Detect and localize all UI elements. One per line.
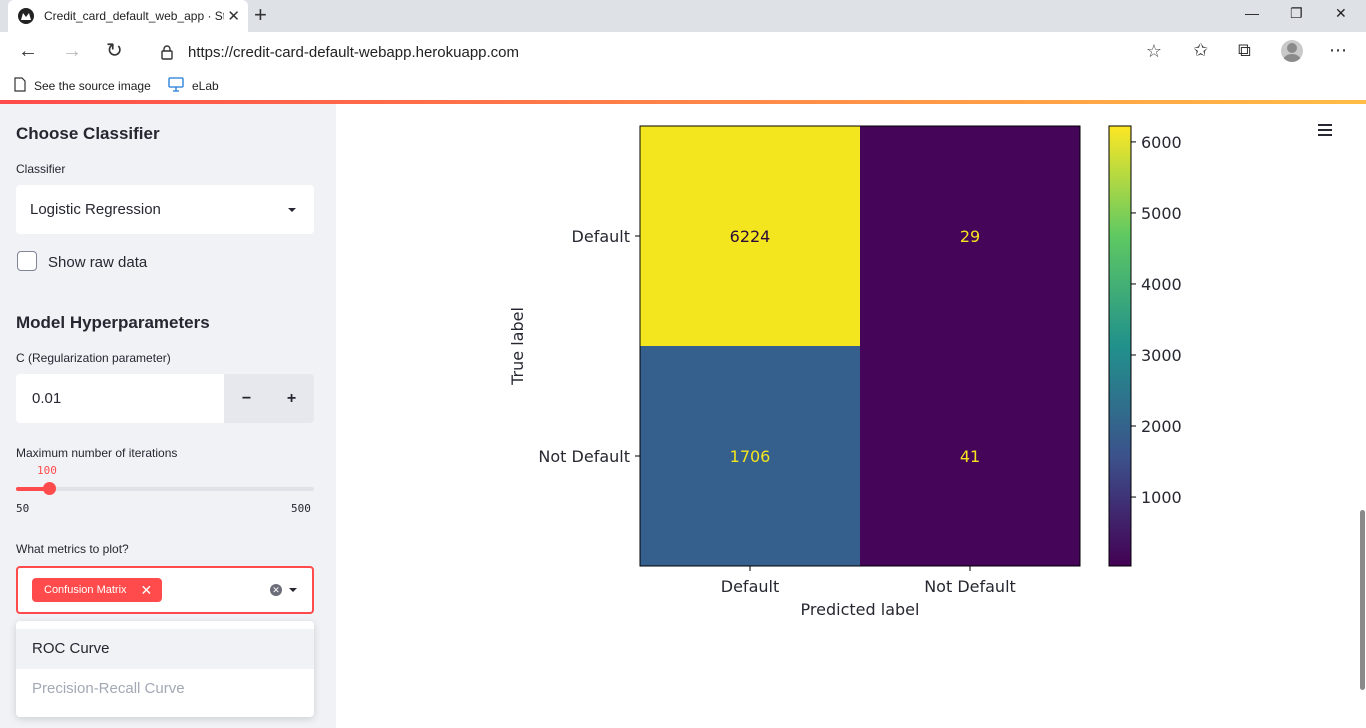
classifier-label: Classifier [16,162,66,176]
matrix-cell [860,346,1080,566]
more-menu-icon[interactable]: ⋯ [1329,40,1347,60]
max-iter-label: Maximum number of iterations [16,446,178,460]
c-param-input[interactable]: 0.01 [16,374,224,423]
page-icon [14,77,26,95]
bookmark-source-image[interactable]: See the source image [14,77,151,95]
favorite-star-icon[interactable]: ☆ [1145,41,1162,61]
forward-icon[interactable]: → [62,40,82,62]
plot-frame [639,125,1081,567]
max-iter-slider-track[interactable] [16,487,314,491]
colorbar-tick-label: 5000 [1141,204,1182,223]
matrix-cell [640,346,860,566]
matrix-cell [640,126,860,346]
selected-metric-label: Confusion Matrix [44,584,127,596]
main-content: 6224 29 1706 41 Default Not Default Default N… [336,104,1366,728]
decrement-button[interactable]: − [224,374,269,423]
minimize-icon[interactable]: — [1245,5,1259,21]
page-scrollbar[interactable] [1360,510,1365,690]
metrics-dropdown-menu: ROC Curve Precision-Recall Curve [16,621,314,717]
colorbar-tick-label: 1000 [1141,488,1182,507]
y-axis-label: True label [508,307,527,386]
show-raw-data-checkbox[interactable] [17,251,37,271]
x-tick-label: Not Default [924,577,1016,596]
colorbar-tick-label: 4000 [1141,275,1182,294]
profile-avatar[interactable] [1281,40,1303,62]
y-tick-label: Not Default [538,447,630,466]
bookmark-label: See the source image [34,79,151,93]
lock-icon [160,44,174,65]
x-axis-label: Predicted label [801,600,920,619]
streamlit-favicon-icon [18,8,34,24]
new-tab-icon[interactable]: + [254,2,267,27]
favorites-list-icon[interactable]: ✩ [1193,40,1209,60]
browser-tab[interactable]: Credit_card_default_web_app · St ✕ [8,0,248,32]
classifier-value: Logistic Regression [30,201,161,218]
tab-bar: Credit_card_default_web_app · St ✕ + — ❐… [0,0,1366,32]
cell-value-label: 29 [960,227,980,246]
show-raw-data-label[interactable]: Show raw data [48,254,148,271]
chevron-down-icon[interactable] [289,588,297,592]
c-param-label: C (Regularization parameter) [16,351,171,365]
bookmarks-bar: See the source image eLab [0,72,1366,100]
close-window-icon[interactable]: ✕ [1335,5,1347,21]
remove-chip-icon[interactable]: ✕ [140,581,153,598]
colorbar-tick-label: 2000 [1141,417,1182,436]
bookmark-label: eLab [192,79,219,93]
max-iter-slider-thumb[interactable] [43,482,57,495]
url-text: https://credit-card-default-webapp.herok… [188,44,520,61]
close-tab-icon[interactable]: ✕ [227,8,240,25]
monitor-icon [168,77,184,95]
hamburger-menu-icon[interactable] [1318,124,1332,136]
refresh-icon[interactable]: ↻ [106,40,123,62]
max-iter-slider-fill [16,487,50,491]
back-icon[interactable]: ← [18,40,38,62]
selected-metric-chip[interactable]: Confusion Matrix ✕ [32,578,163,602]
tab-title: Credit_card_default_web_app · St [44,9,224,23]
colorbar-tick-label: 3000 [1141,346,1182,365]
option-precision-recall-curve[interactable]: Precision-Recall Curve [32,680,185,697]
classifier-select[interactable]: Logistic Regression [16,185,314,234]
max-iter-max: 500 [291,502,311,515]
colorbar-tick-label: 6000 [1141,133,1182,152]
colorbar [1108,125,1132,567]
navigation-bar: ← → ↻ https://credit-card-default-webapp… [0,32,1366,72]
chevron-down-icon [288,208,296,212]
increment-button[interactable]: + [269,374,314,423]
confusion-matrix-chart: 6224 29 1706 41 Default Not Default Default N… [508,125,1182,619]
streamlit-header-decoration [0,100,1366,104]
option-roc-curve[interactable]: ROC Curve [16,629,314,669]
choose-classifier-heading: Choose Classifier [16,124,160,143]
x-tick-label: Default [721,577,779,596]
clear-all-icon[interactable]: ✕ [270,584,282,596]
cell-value-label: 6224 [730,227,771,246]
cell-value-label: 41 [960,447,980,466]
max-iter-min: 50 [16,502,30,515]
address-bar[interactable]: https://credit-card-default-webapp.herok… [144,36,1174,68]
metrics-label: What metrics to plot? [16,542,129,556]
bookmark-elab[interactable]: eLab [168,77,219,95]
collections-icon[interactable]: ⧉ [1238,40,1251,60]
restore-icon[interactable]: ❐ [1290,5,1303,21]
metrics-multiselect[interactable]: Confusion Matrix ✕ ✕ [16,566,314,614]
c-param-value: 0.01 [32,390,62,407]
model-hyperparameters-heading: Model Hyperparameters [16,313,210,332]
y-tick-label: Default [572,227,630,246]
sidebar: Choose Classifier Classifier Logistic Re… [0,104,336,728]
cell-value-label: 1706 [730,447,771,466]
max-iter-value: 100 [37,464,57,477]
matrix-cell [860,126,1080,346]
